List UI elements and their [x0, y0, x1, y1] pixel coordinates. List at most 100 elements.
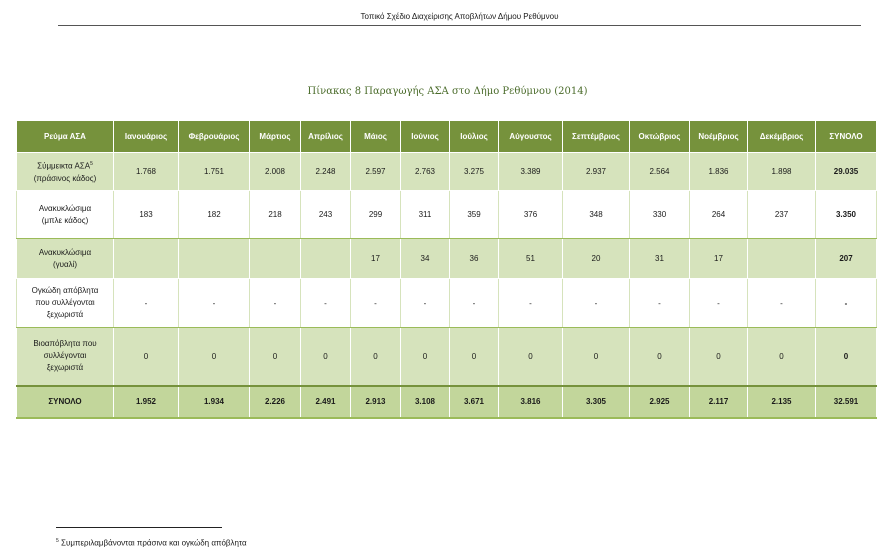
table-cell: [747, 238, 816, 279]
table-cell: 2.597: [350, 152, 401, 191]
header-cell: ΣΥΝΟΛΟ: [815, 120, 877, 153]
table-cell: [113, 238, 179, 279]
table-row-biowaste: Βιοαπόβλητα που συλλέγονται ξεχωριστά 0 0 …: [16, 327, 877, 386]
table-cell: 0: [689, 327, 748, 386]
table-cell: 1.836: [689, 152, 748, 191]
table-cell: 17: [689, 238, 748, 279]
table-cell-total: 3.350: [815, 190, 877, 239]
row-label: Ογκώδη απόβλητα που συλλέγονται ξεχωριστά: [16, 278, 114, 328]
table-cell: 2.564: [629, 152, 690, 191]
table-cell: 2.226: [249, 384, 301, 419]
header-cell: Δεκέμβριος: [747, 120, 816, 153]
table-cell: 218: [249, 190, 301, 239]
table-cell: 36: [449, 238, 499, 279]
table-cell: 0: [300, 327, 351, 386]
table-cell: 359: [449, 190, 499, 239]
table-cell: 2.248: [300, 152, 351, 191]
table-cell: 2.925: [629, 384, 690, 419]
table-cell: 2.008: [249, 152, 301, 191]
table-cell: 348: [562, 190, 630, 239]
table-cell: -: [449, 278, 499, 328]
header-cell: Ιούνιος: [400, 120, 450, 153]
table-cell: 2.117: [689, 384, 748, 419]
header-cell: Ιούλιος: [449, 120, 499, 153]
header-cell: Απρίλιος: [300, 120, 351, 153]
table-cell: -: [113, 278, 179, 328]
table-cell: 376: [498, 190, 563, 239]
table-cell: [249, 238, 301, 279]
table-cell: 20: [562, 238, 630, 279]
table-cell: 31: [629, 238, 690, 279]
row-label: Ανακυκλώσιμα (μπλε κάδος): [16, 190, 114, 239]
table-cell: 2.763: [400, 152, 450, 191]
table-row-recyclables-blue: Ανακυκλώσιμα (μπλε κάδος) 183 182 218 243…: [16, 190, 877, 239]
table-cell: -: [300, 278, 351, 328]
table-cell: 299: [350, 190, 401, 239]
footnote: 5 Συμπεριλαμβάνονται πράσινα και ογκώδη …: [56, 538, 247, 548]
table-cell: 183: [113, 190, 179, 239]
table-cell: -: [400, 278, 450, 328]
table-cell: 34: [400, 238, 450, 279]
header-cell: Σεπτέμβριος: [562, 120, 630, 153]
table-cell-total: -: [815, 278, 877, 328]
footnote-divider: [56, 527, 222, 528]
row-label: Σύμμεικτα ΑΣΑ5 (πράσινος κάδος): [16, 152, 114, 191]
table-cell-total: 29.035: [815, 152, 877, 191]
header-cell: Μάιος: [350, 120, 401, 153]
table-cell-total: 207: [815, 238, 877, 279]
table-cell: 3.671: [449, 384, 499, 419]
header-cell: Φεβρουάριος: [178, 120, 250, 153]
table-cell: 1.768: [113, 152, 179, 191]
table-cell: 0: [562, 327, 630, 386]
table-cell: 0: [249, 327, 301, 386]
table-cell: 17: [350, 238, 401, 279]
table-cell: 0: [747, 327, 816, 386]
table-cell: 3.389: [498, 152, 563, 191]
row-label: Ανακυκλώσιμα (γυαλί): [16, 238, 114, 279]
table-row-bulky-waste: Ογκώδη απόβλητα που συλλέγονται ξεχωριστά …: [16, 278, 877, 328]
table-cell: 243: [300, 190, 351, 239]
table-cell: 2.135: [747, 384, 816, 419]
table-cell: 1.751: [178, 152, 250, 191]
running-header: Τοπικό Σχέδιο Διαχείρισης Αποβλήτων Δήμο…: [58, 12, 861, 26]
table-cell-total: 32.591: [815, 384, 877, 419]
table-cell: [300, 238, 351, 279]
table-cell: 51: [498, 238, 563, 279]
table-row-total: ΣΥΝΟΛΟ 1.952 1.934 2.226 2.491 2.913 3.1…: [16, 384, 877, 419]
msw-production-table: Ρεύμα ΑΣΑ Ιανουάριος Φεβρουάριος Μάρτιος…: [16, 120, 877, 419]
table-cell: 182: [178, 190, 250, 239]
table-cell: 1.952: [113, 384, 179, 419]
footnote-text: Συμπεριλαμβάνονται πράσινα και ογκώδη απ…: [61, 538, 247, 548]
table-cell: 3.108: [400, 384, 450, 419]
header-cell: Μάρτιος: [249, 120, 301, 153]
table-cell: 1.898: [747, 152, 816, 191]
table-cell: -: [747, 278, 816, 328]
header-cell: Νοέμβριος: [689, 120, 748, 153]
table-cell: 3.275: [449, 152, 499, 191]
table-cell: 0: [498, 327, 563, 386]
table-cell: -: [178, 278, 250, 328]
header-cell: Οκτώβριος: [629, 120, 690, 153]
table-cell: 1.934: [178, 384, 250, 419]
table-cell: 330: [629, 190, 690, 239]
table-cell: 2.937: [562, 152, 630, 191]
table-cell: 0: [629, 327, 690, 386]
table-cell: 0: [113, 327, 179, 386]
table-cell: 0: [449, 327, 499, 386]
table-cell: 2.491: [300, 384, 351, 419]
table-cell: 264: [689, 190, 748, 239]
table-row-recyclables-glass: Ανακυκλώσιμα (γυαλί) 17 34 36 51 20 31 17…: [16, 238, 877, 279]
table-cell: -: [562, 278, 630, 328]
table-cell: 2.913: [350, 384, 401, 419]
header-cell: Αύγουστος: [498, 120, 563, 153]
table-cell: -: [498, 278, 563, 328]
header-cell: Ρεύμα ΑΣΑ: [16, 120, 114, 153]
table-row-mixed-waste: Σύμμεικτα ΑΣΑ5 (πράσινος κάδος) 1.768 1.7…: [16, 152, 877, 191]
table-cell: 0: [350, 327, 401, 386]
table-cell: -: [350, 278, 401, 328]
table-cell: -: [629, 278, 690, 328]
footnote-marker: 5: [56, 538, 59, 544]
table-cell: 3.816: [498, 384, 563, 419]
table-cell: 311: [400, 190, 450, 239]
table-cell: 0: [400, 327, 450, 386]
